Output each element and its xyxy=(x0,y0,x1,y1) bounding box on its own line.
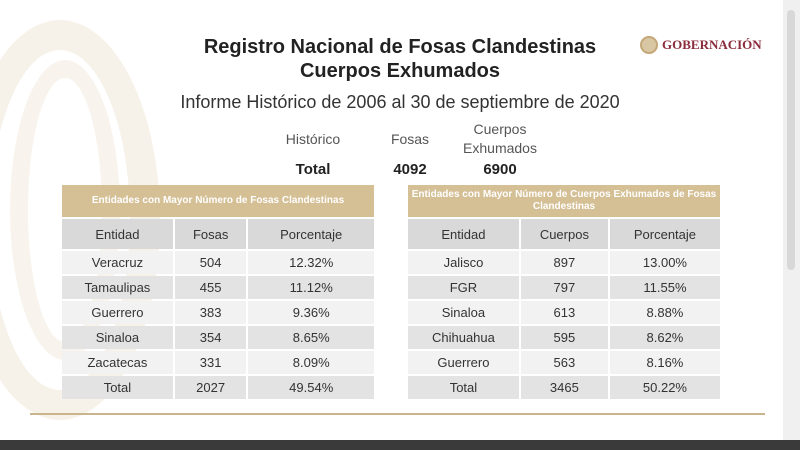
table-row: Total 3465 50.22% xyxy=(408,376,720,399)
table-row: Sinaloa 613 8.88% xyxy=(408,301,720,324)
table-cell: 2027 xyxy=(174,376,247,399)
table-row: Guerrero 563 8.16% xyxy=(408,351,720,374)
table-cell: Chihuahua xyxy=(408,326,519,349)
table-cell: Entidad xyxy=(62,219,173,249)
gobernacion-logo: GOBERNACIÓN xyxy=(640,36,762,54)
table-cell: 595 xyxy=(520,326,608,349)
table-row: Chihuahua 595 8.62% xyxy=(408,326,720,349)
summary-fosas-value: 4092 xyxy=(393,161,427,178)
table-cell: 8.62% xyxy=(609,326,720,349)
table-cell: 354 xyxy=(174,326,247,349)
table-cell: Guerrero xyxy=(408,351,519,374)
summary-fosas-label: Fosas xyxy=(390,131,430,147)
table-cell: Total xyxy=(62,376,173,399)
left-table-caption: Entidades con Mayor Número de Fosas Clan… xyxy=(62,185,374,217)
table-cell: 8.65% xyxy=(248,326,374,349)
table-cell: 455 xyxy=(174,276,247,299)
table-cell: 383 xyxy=(174,301,247,324)
table-cell: 563 xyxy=(520,351,608,374)
table-cell: 49.54% xyxy=(248,376,374,399)
table-cell: Guerrero xyxy=(62,301,173,324)
summary-col-label: Histórico xyxy=(285,131,341,147)
slide-title-2: Cuerpos Exhumados xyxy=(299,60,501,82)
table-cell: 331 xyxy=(174,351,247,374)
table-row: Jalisco 897 13.00% xyxy=(408,251,720,274)
table-cell: 897 xyxy=(520,251,608,274)
table-row: Guerrero 383 9.36% xyxy=(62,301,374,324)
table-cell: Sinaloa xyxy=(408,301,519,324)
table-cell: Cuerpos xyxy=(520,219,608,249)
footer-divider xyxy=(30,413,765,415)
scrollbar-thumb[interactable] xyxy=(787,10,795,270)
summary-cuerpos-label: Cuerpos xyxy=(473,121,527,137)
table-cell: Porcentaje xyxy=(609,219,720,249)
slide-subtitle: Informe Histórico de 2006 al 30 de septi… xyxy=(180,92,620,112)
table-row: Tamaulipas 455 11.12% xyxy=(62,276,374,299)
table-row: FGR 797 11.55% xyxy=(408,276,720,299)
table-header-row: Entidad Fosas Porcentaje xyxy=(62,219,374,249)
left-table: Entidades con Mayor Número de Fosas Clan… xyxy=(60,183,376,401)
table-cell: Porcentaje xyxy=(248,219,374,249)
table-cell: Zacatecas xyxy=(62,351,173,374)
table-cell: 13.00% xyxy=(609,251,720,274)
table-cell: 8.09% xyxy=(248,351,374,374)
slide: Registro Nacional de Fosas Clandestinas … xyxy=(0,0,783,440)
table-cell: Fosas xyxy=(174,219,247,249)
table-cell: 12.32% xyxy=(248,251,374,274)
summary-cuerpos-label-2: Exhumados xyxy=(463,140,537,156)
summary-row-label: Total xyxy=(295,161,331,178)
table-cell: 11.12% xyxy=(248,276,374,299)
table-cell: FGR xyxy=(408,276,519,299)
right-table-caption: Entidades con Mayor Número de Cuerpos Ex… xyxy=(408,185,720,217)
table-row: Total 2027 49.54% xyxy=(62,376,374,399)
summary-cuerpos-value: 6900 xyxy=(483,161,517,178)
slide-title: Registro Nacional de Fosas Clandestinas xyxy=(203,36,597,58)
logo-text: GOBERNACIÓN xyxy=(662,37,762,52)
table-cell: Sinaloa xyxy=(62,326,173,349)
table-cell: 3465 xyxy=(520,376,608,399)
table-cell: 613 xyxy=(520,301,608,324)
table-cell: 504 xyxy=(174,251,247,274)
table-row: Sinaloa 354 8.65% xyxy=(62,326,374,349)
table-cell: 8.16% xyxy=(609,351,720,374)
table-cell: 50.22% xyxy=(609,376,720,399)
table-row: Veracruz 504 12.32% xyxy=(62,251,374,274)
table-cell: 8.88% xyxy=(609,301,720,324)
seal-icon xyxy=(640,36,658,54)
right-table: Entidades con Mayor Número de Cuerpos Ex… xyxy=(406,183,722,401)
table-cell: Jalisco xyxy=(408,251,519,274)
table-cell: Tamaulipas xyxy=(62,276,173,299)
table-row: Zacatecas 331 8.09% xyxy=(62,351,374,374)
table-cell: 797 xyxy=(520,276,608,299)
table-cell: 9.36% xyxy=(248,301,374,324)
table-header-row: Entidad Cuerpos Porcentaje xyxy=(408,219,720,249)
table-cell: Entidad xyxy=(408,219,519,249)
table-cell: Total xyxy=(408,376,519,399)
table-cell: 11.55% xyxy=(609,276,720,299)
table-cell: Veracruz xyxy=(62,251,173,274)
